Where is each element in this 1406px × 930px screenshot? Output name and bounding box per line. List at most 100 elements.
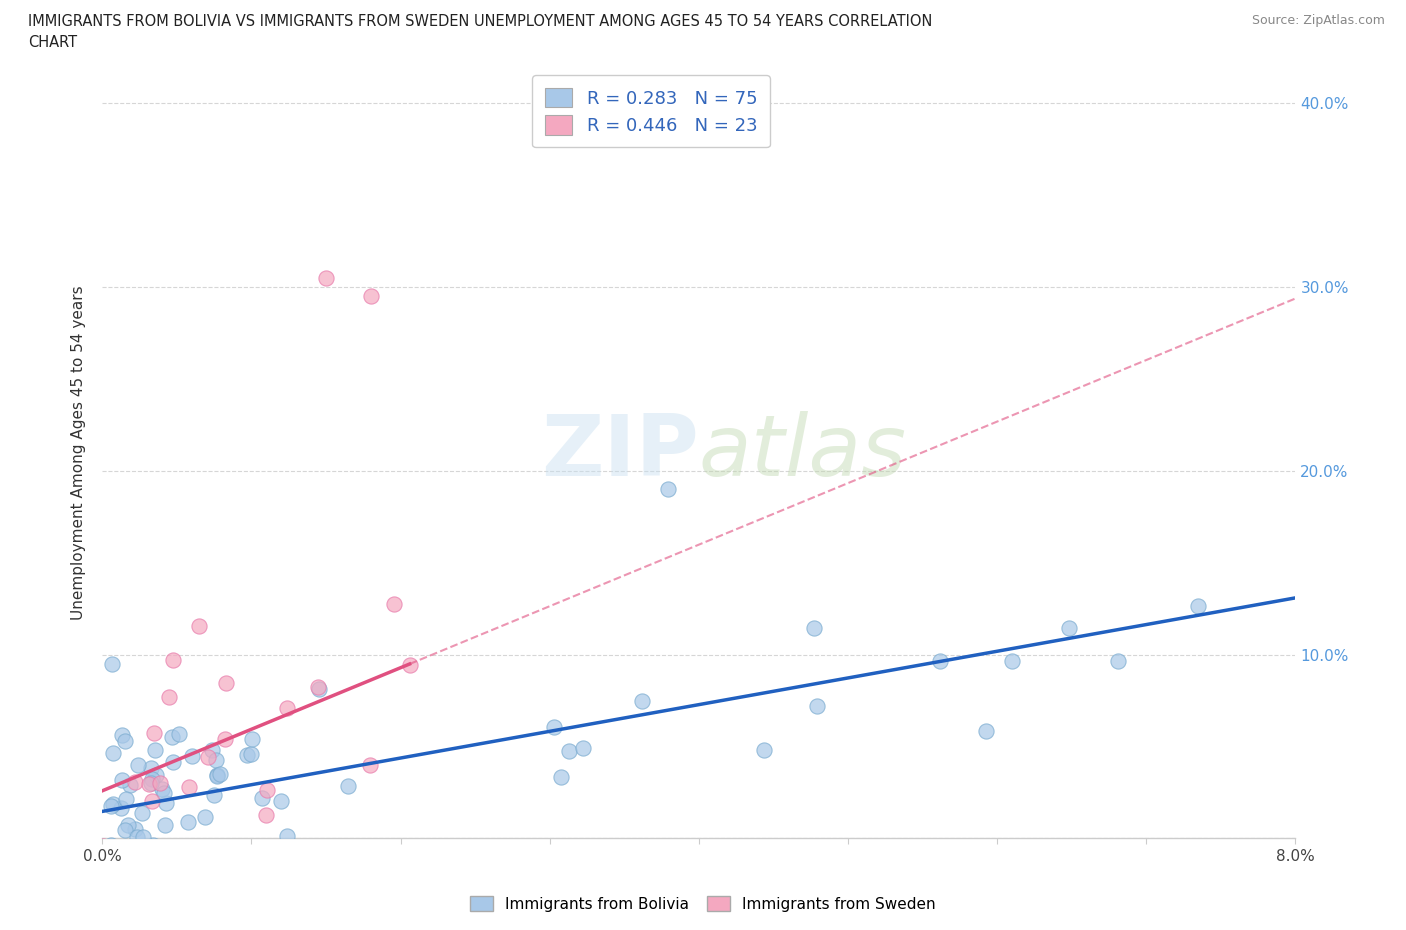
Point	[657, 482, 679, 497]
Point	[1059, 621, 1081, 636]
Point	[114, 861, 136, 876]
Point	[114, 734, 136, 749]
Point	[202, 788, 225, 803]
Legend: R = 0.283   N = 75, R = 0.446   N = 23: R = 0.283 N = 75, R = 0.446 N = 23	[533, 75, 770, 148]
Point	[110, 801, 132, 816]
Point	[114, 822, 136, 837]
Point	[200, 742, 222, 757]
Point	[142, 837, 165, 852]
Point	[139, 761, 162, 776]
Point	[543, 720, 565, 735]
Point	[143, 725, 166, 740]
Point	[94, 849, 117, 864]
Point	[162, 652, 184, 667]
Point	[160, 730, 183, 745]
Point	[138, 777, 160, 791]
Point	[141, 771, 163, 786]
Y-axis label: Unemployment Among Ages 45 to 54 years: Unemployment Among Ages 45 to 54 years	[72, 285, 86, 619]
Point	[631, 693, 654, 708]
Point	[143, 742, 166, 757]
Point	[806, 698, 828, 713]
Point	[270, 793, 292, 808]
Point	[155, 841, 177, 856]
Point	[150, 781, 173, 796]
Point	[205, 753, 228, 768]
Point	[157, 847, 180, 862]
Point	[146, 886, 169, 901]
Point	[127, 758, 149, 773]
Point	[108, 857, 131, 872]
Point	[307, 680, 329, 695]
Point	[139, 877, 162, 892]
Point	[100, 799, 122, 814]
Point	[1107, 653, 1129, 668]
Point	[155, 795, 177, 810]
Point	[752, 743, 775, 758]
Point	[197, 750, 219, 764]
Point	[235, 748, 257, 763]
Point	[101, 797, 124, 812]
Point	[169, 726, 191, 741]
Point	[205, 768, 228, 783]
Point	[177, 815, 200, 830]
Point	[240, 732, 263, 747]
Point	[250, 790, 273, 805]
Point	[256, 783, 278, 798]
Text: ZIP: ZIP	[541, 411, 699, 494]
Point	[124, 774, 146, 789]
Point	[928, 653, 950, 668]
Point	[100, 838, 122, 853]
Point	[157, 689, 180, 704]
Point	[180, 749, 202, 764]
Point	[149, 776, 172, 790]
Point	[153, 785, 176, 800]
Point	[124, 821, 146, 836]
Point	[315, 271, 337, 286]
Point	[214, 731, 236, 746]
Legend: Immigrants from Bolivia, Immigrants from Sweden: Immigrants from Bolivia, Immigrants from…	[464, 889, 942, 918]
Point	[276, 829, 298, 844]
Point	[118, 777, 141, 792]
Point	[162, 755, 184, 770]
Point	[558, 743, 581, 758]
Point	[131, 805, 153, 820]
Point	[117, 817, 139, 832]
Point	[254, 807, 277, 822]
Point	[135, 850, 157, 865]
Point	[100, 657, 122, 671]
Point	[276, 700, 298, 715]
Point	[153, 817, 176, 832]
Point	[101, 869, 124, 883]
Point	[239, 747, 262, 762]
Point	[97, 851, 120, 866]
Point	[187, 619, 209, 634]
Point	[550, 770, 572, 785]
Point	[803, 620, 825, 635]
Point	[359, 758, 381, 773]
Point	[111, 773, 134, 788]
Point	[360, 288, 382, 303]
Point	[1187, 599, 1209, 614]
Point	[398, 658, 420, 672]
Text: CHART: CHART	[28, 35, 77, 50]
Point	[101, 746, 124, 761]
Point	[141, 793, 163, 808]
Point	[132, 830, 155, 844]
Text: Source: ZipAtlas.com: Source: ZipAtlas.com	[1251, 14, 1385, 27]
Point	[205, 767, 228, 782]
Point	[125, 830, 148, 844]
Point	[572, 740, 595, 755]
Point	[382, 596, 405, 611]
Point	[976, 724, 998, 738]
Point	[93, 838, 115, 853]
Point	[194, 809, 217, 824]
Point	[215, 675, 238, 690]
Point	[150, 855, 173, 870]
Text: atlas: atlas	[699, 411, 907, 494]
Text: IMMIGRANTS FROM BOLIVIA VS IMMIGRANTS FROM SWEDEN UNEMPLOYMENT AMONG AGES 45 TO : IMMIGRANTS FROM BOLIVIA VS IMMIGRANTS FR…	[28, 14, 932, 29]
Point	[179, 779, 201, 794]
Point	[209, 766, 232, 781]
Point	[139, 776, 162, 790]
Point	[93, 855, 115, 870]
Point	[111, 727, 134, 742]
